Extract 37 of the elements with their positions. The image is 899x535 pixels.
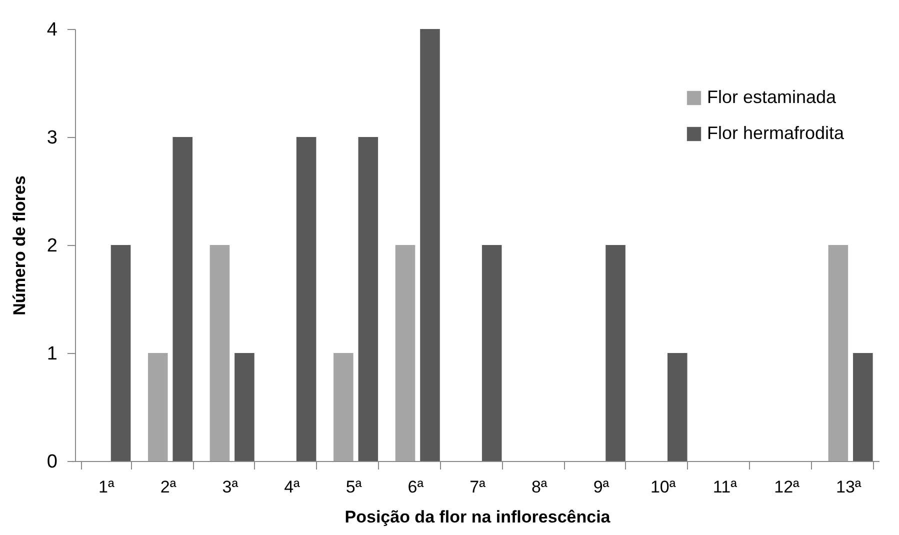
x-tick-label: 12ª [774, 478, 800, 496]
bar [358, 137, 378, 461]
x-tick-label: 5ª [346, 478, 362, 496]
bar [853, 353, 873, 461]
bar [148, 353, 168, 461]
x-tick-label: 13ª [836, 478, 862, 496]
bar [296, 137, 316, 461]
legend-label: Flor estaminada [707, 87, 838, 107]
bar [828, 245, 848, 461]
y-tick-label: 1 [46, 344, 58, 364]
x-tick-label: 10ª [650, 478, 676, 496]
bar [420, 29, 440, 461]
bar [482, 245, 502, 461]
bar [234, 353, 254, 461]
x-tick-label: 6ª [408, 478, 424, 496]
legend-label: Flor hermafrodita [707, 123, 846, 143]
x-tick-label: 2ª [160, 478, 177, 496]
bar [395, 245, 416, 461]
y-axis-title: Número de flores [10, 176, 29, 316]
y-tick-label: 4 [46, 20, 58, 40]
x-tick-label: 3ª [222, 478, 239, 496]
x-tick-label: 4ª [284, 478, 301, 496]
y-tick-label: 2 [46, 236, 58, 256]
bar [606, 245, 626, 461]
x-tick-label: 11ª [712, 478, 738, 496]
y-tick-label: 3 [46, 128, 58, 148]
x-tick-label: 7ª [470, 478, 486, 496]
x-axis-title: Posição da flor na inflorescência [344, 508, 611, 526]
bar [210, 245, 230, 461]
bar [334, 353, 354, 461]
bar [110, 245, 131, 461]
y-tick-label: 0 [46, 452, 58, 472]
x-tick-label: 1ª [98, 478, 116, 496]
x-tick-label: 8ª [531, 478, 548, 496]
bar [667, 353, 688, 461]
bar [172, 137, 193, 461]
x-tick-label: 9ª [593, 478, 610, 496]
